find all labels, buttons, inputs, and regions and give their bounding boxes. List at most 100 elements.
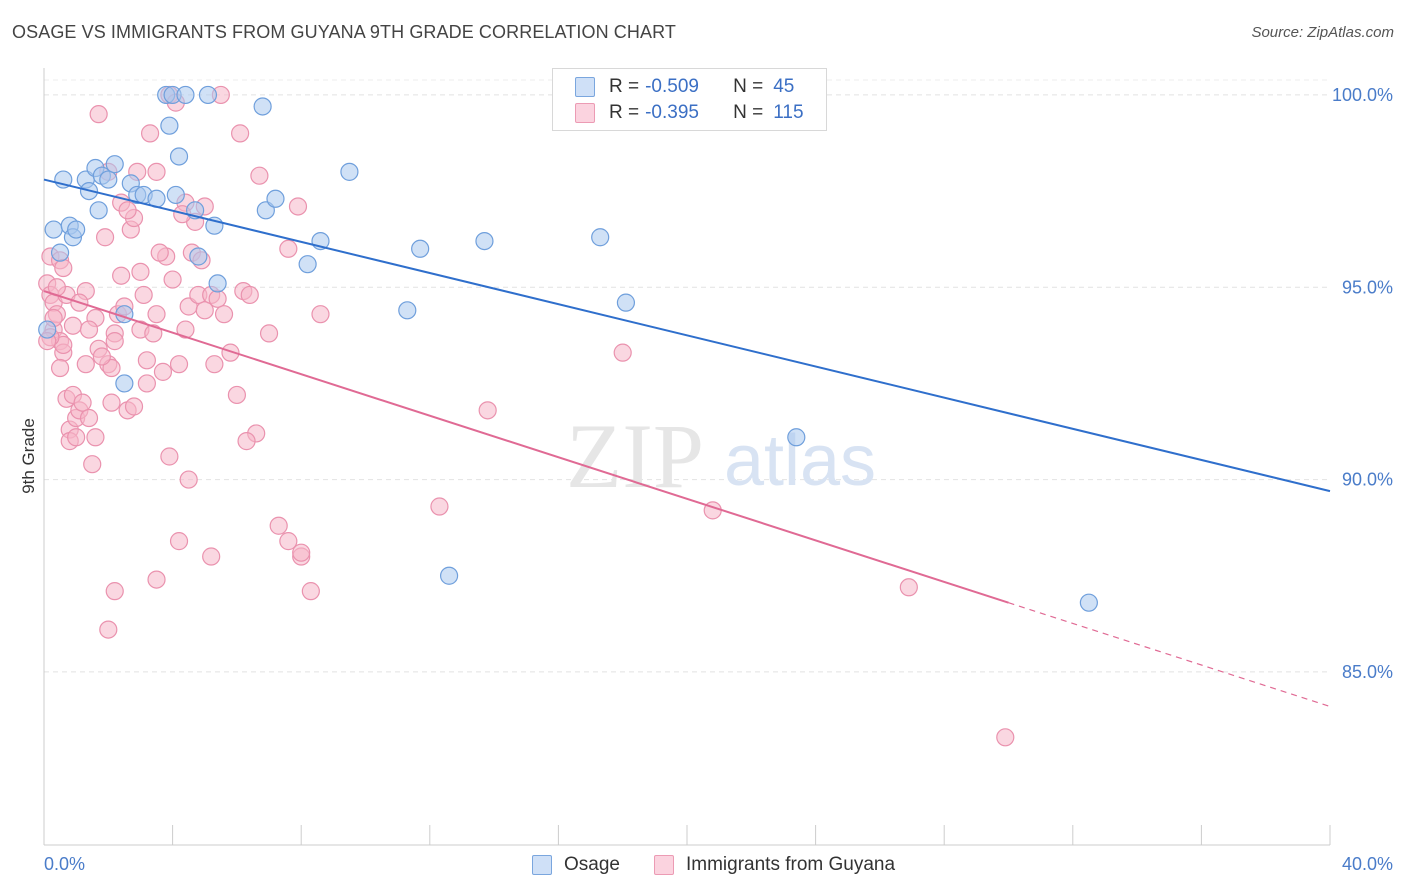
bottom-legend-swatch-osage: [532, 855, 552, 875]
guyana-point: [79, 320, 99, 339]
guyana-point: [105, 582, 124, 601]
guyana-point: [73, 393, 92, 412]
guyana-point: [83, 455, 102, 474]
guyana-point: [124, 397, 144, 416]
guyana-point: [86, 428, 105, 447]
osage-point: [475, 231, 494, 251]
guyana-point: [150, 243, 169, 262]
watermark-zip: ZIP: [566, 405, 704, 507]
source-attribution: Source: ZipAtlas.com: [1251, 24, 1394, 41]
legend-r-value: -0.395: [645, 102, 699, 123]
legend-swatch-guyana: [575, 103, 595, 123]
guyana-point: [67, 428, 86, 447]
guyana-point: [240, 285, 259, 305]
osage-point: [411, 239, 430, 258]
guyana-point: [231, 124, 250, 143]
guyana-point: [169, 532, 189, 551]
guyana-point: [79, 408, 99, 428]
osage-point: [99, 170, 118, 189]
guyana-point: [269, 516, 288, 535]
legend-n-label: N =: [733, 102, 764, 123]
y-tick-labels: 100.0% 95.0% 90.0% 85.0%: [1332, 85, 1393, 682]
legend-r-value: -0.509: [645, 76, 699, 97]
osage-trend-line: [43, 178, 1331, 493]
guyana-point: [54, 258, 73, 278]
guyana-point: [134, 285, 153, 305]
legend-n-value: 45: [773, 76, 795, 97]
y-tick-label: 95.0%: [1342, 277, 1393, 297]
guyana-point: [169, 355, 189, 374]
guyana-point: [95, 228, 115, 247]
legend-r-label: R =: [609, 76, 640, 97]
chart-title: OSAGE VS IMMIGRANTS FROM GUYANA 9TH GRAD…: [12, 22, 676, 42]
osage-point: [591, 228, 610, 247]
osage-point: [616, 293, 636, 312]
guyana-point: [147, 162, 166, 181]
correlation-legend: R = -0.509 N = 45 R = -0.395 N = 115: [552, 68, 827, 131]
legend-swatch-osage: [575, 77, 595, 97]
osage-point: [44, 220, 63, 239]
legend-n-value: 115: [773, 102, 804, 123]
guyana-trend-extension: [1008, 602, 1331, 708]
guyana-point: [179, 470, 198, 489]
bottom-legend-label-guyana: Immigrants from Guyana: [686, 854, 896, 875]
watermark: ZIP atlas: [566, 405, 876, 507]
osage-point: [298, 255, 317, 274]
osage-point: [189, 247, 208, 266]
osage-point: [439, 566, 459, 585]
guyana-point: [102, 393, 121, 412]
guyana-point: [89, 105, 108, 124]
guyana-point: [140, 124, 160, 143]
guyana-point: [50, 358, 70, 378]
osage-point: [340, 162, 359, 181]
guyana-point: [147, 305, 166, 324]
x-tick-labels: 0.0% 40.0%: [44, 854, 1393, 874]
guyana-point: [202, 547, 221, 566]
legend-row-osage: R = -0.509 N = 45: [575, 74, 794, 100]
guyana-point: [153, 362, 173, 381]
osage-point: [398, 301, 417, 320]
guyana-point: [227, 385, 246, 405]
guyana-point: [92, 347, 111, 366]
osage-point: [166, 185, 185, 205]
osage-point: [67, 220, 86, 239]
y-tick-label: 85.0%: [1342, 662, 1393, 682]
bottom-legend-label-osage: Osage: [564, 854, 620, 875]
osage-point: [105, 155, 124, 174]
osage-point: [198, 85, 218, 105]
guyana-points: [38, 85, 1015, 747]
guyana-trend-line: [43, 290, 1009, 604]
guyana-point: [292, 543, 311, 562]
osage-point: [89, 201, 108, 220]
guyana-point: [137, 351, 156, 370]
osage-point: [176, 85, 195, 105]
y-axis-label: 9th Grade: [19, 418, 38, 494]
guyana-point: [288, 197, 308, 216]
y-tick-label: 100.0%: [1332, 85, 1393, 105]
osage-point: [1079, 593, 1098, 612]
guyana-point: [478, 401, 497, 420]
guyana-point: [118, 201, 137, 220]
osage-point: [253, 97, 272, 116]
guyana-point: [214, 305, 234, 324]
osage-point: [38, 320, 57, 339]
legend-n-label: N =: [733, 76, 764, 97]
guyana-point: [105, 332, 124, 351]
x-ticks: [43, 825, 1331, 845]
guyana-point: [279, 532, 298, 551]
guyana-point: [301, 582, 320, 601]
guyana-point: [311, 305, 330, 324]
guyana-point: [195, 301, 214, 320]
guyana-point: [205, 355, 224, 374]
guyana-point: [221, 343, 240, 362]
guyana-point: [137, 374, 156, 393]
guyana-point: [237, 432, 256, 451]
osage-point: [266, 189, 285, 208]
guyana-point: [996, 728, 1015, 747]
bottom-legend-swatch-guyana: [654, 855, 674, 875]
legend-row-guyana: R = -0.395 N = 115: [575, 100, 804, 126]
guyana-point: [176, 320, 195, 339]
guyana-point: [279, 239, 298, 258]
trend-lines: [43, 178, 1331, 708]
